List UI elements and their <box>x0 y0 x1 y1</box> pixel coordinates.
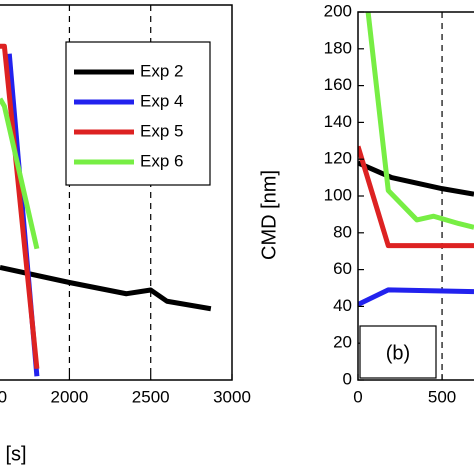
line-series <box>358 287 474 307</box>
annotation-box <box>359 325 437 379</box>
y-tick-label: 0 <box>343 369 352 388</box>
x-tick-label: 1500 <box>0 387 7 406</box>
x-axis-label: [s] <box>5 443 26 465</box>
line-series <box>358 160 474 197</box>
y-tick-label: 180 <box>324 38 352 57</box>
y-tick-label: 100 <box>324 185 352 204</box>
plot-area <box>358 12 474 380</box>
y-tick-label: 80 <box>333 222 352 241</box>
x-tick-label: 2000 <box>51 387 89 406</box>
plot-frame <box>0 4 233 381</box>
x-tick-label: 2500 <box>132 387 170 406</box>
y-axis-label: CMD [nm] <box>258 170 280 260</box>
line-series <box>0 265 212 312</box>
x-tick-label: 500 <box>428 387 456 406</box>
legend-label: Exp 6 <box>140 151 183 170</box>
line-series <box>358 145 474 249</box>
line-series <box>0 97 40 250</box>
y-tick-label: 200 <box>324 1 352 20</box>
y-tick-label: 60 <box>333 259 352 278</box>
y-tick-label: 20 <box>333 333 352 352</box>
line-series <box>365 12 474 230</box>
legend-label: Exp 2 <box>140 61 183 80</box>
y-tick-label: 120 <box>324 149 352 168</box>
annotation: (b) <box>386 342 410 364</box>
legend-label: Exp 5 <box>140 121 183 140</box>
y-tick-label: 160 <box>324 75 352 94</box>
plot-area <box>0 5 212 380</box>
line-series <box>0 43 40 370</box>
y-tick-label: 40 <box>333 296 352 315</box>
x-tick-label: 0 <box>353 387 362 406</box>
x-tick-label: 3000 <box>213 387 251 406</box>
y-tick-label: 140 <box>324 112 352 131</box>
legend-label: Exp 4 <box>140 91 183 110</box>
